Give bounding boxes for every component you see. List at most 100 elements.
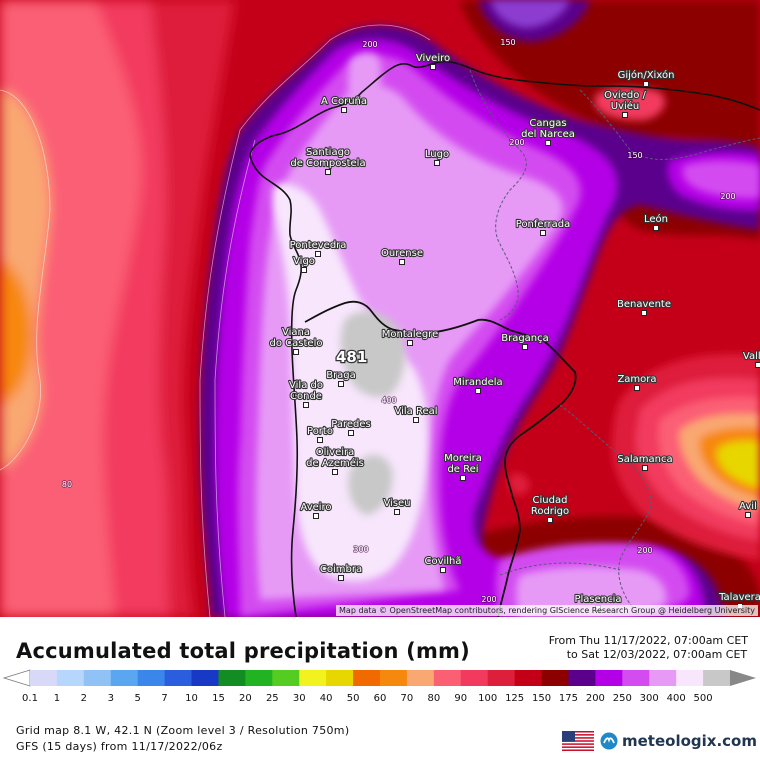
brand-name[interactable]: meteologix.com — [622, 732, 757, 750]
legend-swatch — [353, 670, 381, 686]
city-dot — [642, 465, 648, 471]
precipitation-map[interactable]: 200 150 200 150 200 400 300 80 200 200 481 Viveir… — [0, 0, 760, 617]
legend-tick-label: 150 — [532, 693, 551, 704]
legend-swatch — [649, 670, 677, 686]
city-label: Porto — [307, 426, 333, 437]
city-markers: Viveiro Gijón/Xixón A Coruña Cangas del Narc… — [268, 52, 760, 611]
city-label: Cangas del Narcea — [521, 118, 575, 140]
legend-swatch — [326, 670, 354, 686]
precip-band-300-sw — [516, 566, 667, 617]
city-marker[interactable]: Cangas del Narcea — [520, 117, 576, 146]
legend-swatch — [460, 670, 489, 686]
precip-band-200-top — [490, 0, 570, 28]
legend-swatch — [56, 670, 85, 686]
legend-swatch — [568, 670, 596, 686]
legend-tick-label: 200 — [586, 693, 605, 704]
contour-label: 200 — [637, 546, 652, 555]
city-label: Salamanca — [617, 454, 672, 465]
city-label: Oliveira de Azeméis — [306, 447, 364, 469]
legend-tick-label: 70 — [401, 693, 414, 704]
precip-band-500-north — [340, 311, 406, 397]
city-marker[interactable]: Ponferrada — [515, 218, 571, 236]
city-dot — [341, 107, 347, 113]
city-label: Bragança — [501, 333, 549, 344]
city-dot — [755, 362, 760, 368]
city-marker[interactable]: Viveiro — [415, 52, 451, 70]
legend-swatch — [676, 670, 704, 686]
legend-tick-label: 175 — [559, 693, 578, 704]
city-marker[interactable]: Vila Real — [393, 405, 439, 423]
city-marker[interactable]: Porto — [306, 425, 334, 443]
contour-label: 80 — [62, 480, 72, 489]
city-marker[interactable]: A Coruña — [320, 95, 368, 113]
city-dot — [317, 437, 323, 443]
legend-swatch — [406, 670, 435, 686]
city-dot — [745, 512, 751, 518]
legend-swatch — [272, 670, 300, 686]
city-marker[interactable]: Benavente — [616, 298, 672, 316]
city-label: Oviedo / Uviéu — [604, 90, 646, 112]
peak-value-label: 481 — [336, 348, 367, 366]
city-dot — [315, 251, 321, 257]
regional-border-4 — [499, 562, 621, 576]
city-dot — [440, 567, 446, 573]
city-marker[interactable]: Santiago de Compostela — [289, 146, 367, 175]
brand[interactable]: meteologix.com — [562, 730, 757, 752]
city-marker[interactable]: Paredes — [330, 418, 372, 436]
city-marker[interactable]: Oliveira de Azeméis — [305, 446, 365, 475]
legend-swatch — [137, 670, 166, 686]
city-marker[interactable]: Bragança — [500, 332, 550, 350]
city-dot — [430, 64, 436, 70]
city-marker[interactable]: Montalegre — [381, 328, 439, 346]
legend-swatch — [191, 670, 219, 686]
city-label: Avil — [739, 501, 757, 512]
city-marker[interactable]: Avil — [738, 500, 758, 518]
city-label: Montalegre — [382, 329, 438, 340]
city-marker[interactable]: Zamora — [616, 373, 658, 391]
city-marker[interactable]: Ourense — [380, 247, 424, 265]
city-marker[interactable]: Braga — [325, 369, 357, 387]
city-dot — [407, 340, 413, 346]
city-marker[interactable]: Aveiro — [299, 501, 333, 519]
city-marker[interactable]: León — [643, 212, 669, 231]
legend-tick-label: 25 — [266, 693, 279, 704]
city-dot — [547, 517, 553, 523]
city-label: Coimbra — [320, 564, 362, 575]
contour-label: 200 — [481, 595, 496, 604]
city-marker[interactable]: Viana do Castelo — [268, 326, 324, 355]
city-marker[interactable]: Ciudad Rodrigo — [530, 494, 570, 523]
city-marker[interactable]: Pontevedra — [288, 239, 348, 257]
legend-swatch — [218, 670, 246, 686]
city-dot — [643, 81, 649, 87]
city-marker[interactable]: Lugo — [424, 148, 450, 166]
city-label: Talavera — [718, 592, 760, 603]
precip-band-300-west — [348, 52, 382, 130]
us-flag-icon[interactable] — [562, 731, 594, 751]
legend-swatch — [110, 670, 139, 686]
legend-tick-label: 80 — [427, 693, 440, 704]
city-dot — [313, 513, 319, 519]
legend-right-cap — [730, 670, 756, 686]
city-marker[interactable]: Vigo — [292, 255, 316, 273]
city-marker[interactable]: Coimbra — [319, 563, 363, 581]
city-marker[interactable]: Covilhã — [423, 555, 463, 573]
map-attribution[interactable]: Map data © OpenStreetMap contributors, r… — [336, 605, 758, 616]
city-marker[interactable]: Vallad — [742, 350, 760, 368]
legend-swatch — [622, 670, 650, 686]
city-label: Vallad — [743, 351, 760, 362]
city-marker[interactable]: Mirandela — [452, 376, 504, 394]
legend-swatch — [299, 670, 327, 686]
city-marker[interactable]: Viseu — [382, 497, 412, 515]
legend-tick-label: 40 — [320, 693, 333, 704]
city-dot — [641, 310, 647, 316]
city-marker[interactable]: Vila do Conde — [288, 379, 324, 408]
contour-label: 150 — [500, 38, 515, 47]
precip-band-250-east — [682, 160, 760, 199]
city-label: Aveiro — [300, 502, 331, 513]
city-marker[interactable]: Moreira de Rei — [443, 452, 483, 481]
city-marker[interactable]: Oviedo / Uviéu — [603, 89, 648, 118]
city-marker[interactable]: Salamanca — [616, 453, 674, 471]
city-marker[interactable]: Gijón/Xixón — [616, 68, 676, 87]
city-label: Gijón/Xixón — [618, 69, 675, 81]
legend-tick-label: 2 — [81, 693, 87, 704]
